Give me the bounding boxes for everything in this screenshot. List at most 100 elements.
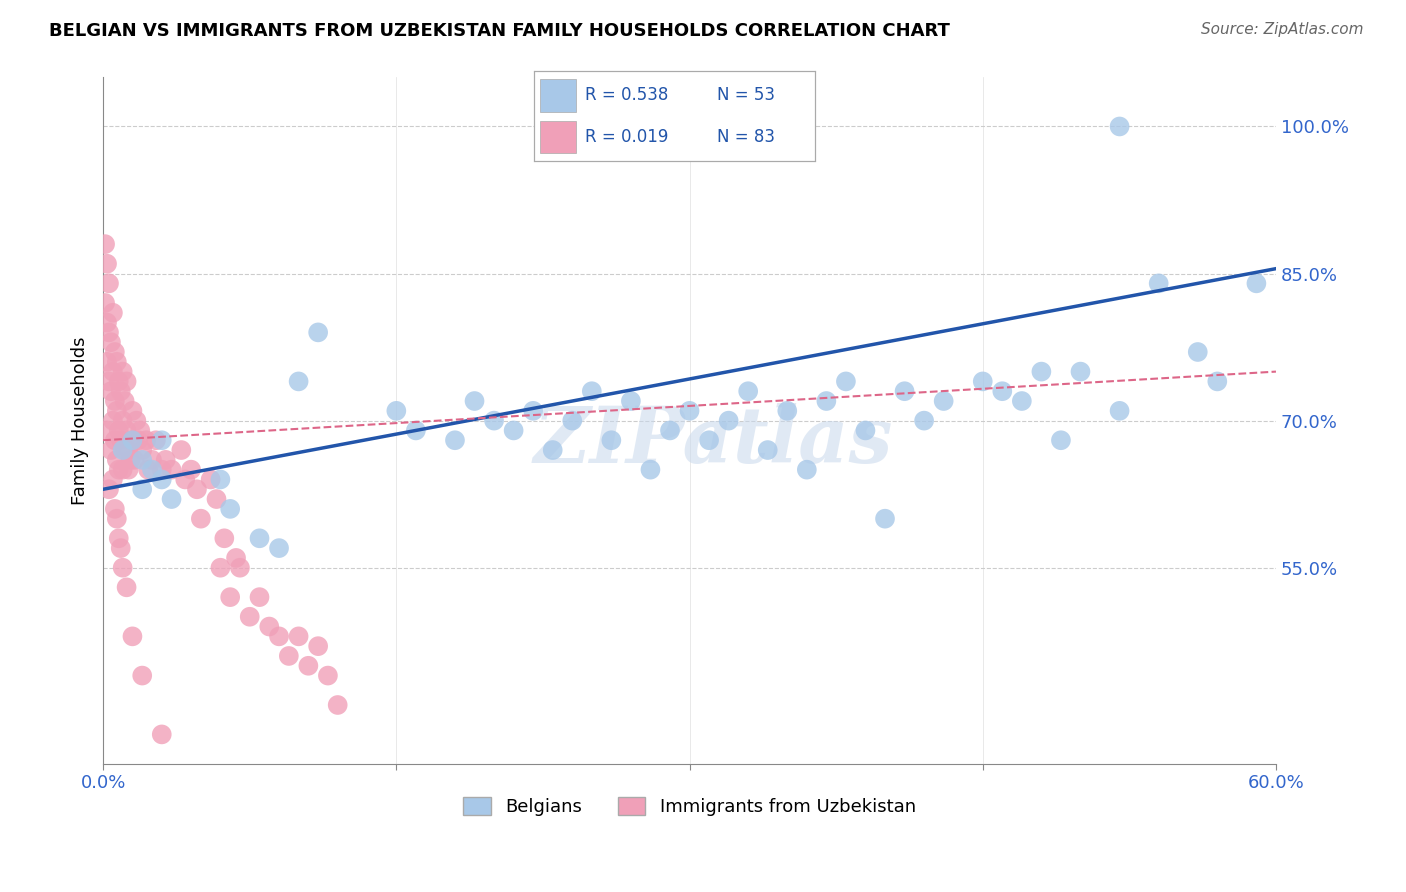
Point [100,384,122,399]
Point [640,463,662,477]
Text: N = 53: N = 53 [717,87,775,104]
Point [214,531,236,545]
Point [141,453,163,467]
Point [972,375,994,389]
Point [104,345,127,359]
Point [101,306,124,320]
Point [94,237,117,252]
Point [205,492,228,507]
Point [111,365,134,379]
Point [249,590,271,604]
Point [776,404,799,418]
Point [104,501,127,516]
Point [1031,365,1053,379]
Point [267,629,290,643]
Point [1108,404,1130,418]
Point [124,453,146,467]
Point [307,639,329,653]
Point [1069,365,1091,379]
Point [104,394,127,409]
Point [121,434,143,448]
Point [239,609,262,624]
Point [117,443,139,458]
Point [174,473,197,487]
Point [105,355,128,369]
Point [160,492,183,507]
Point [287,375,309,389]
Point [101,365,124,379]
Point [1187,345,1209,359]
Point [893,384,915,399]
Point [115,580,138,594]
FancyBboxPatch shape [540,79,576,112]
Point [186,483,208,497]
Point [297,658,319,673]
Point [98,277,121,291]
Point [100,443,122,458]
Point [107,463,129,477]
Point [796,463,818,477]
Point [121,404,143,418]
Point [125,414,148,428]
Point [1108,120,1130,134]
Point [131,668,153,682]
Point [100,335,122,350]
Point [115,375,138,389]
Text: Source: ZipAtlas.com: Source: ZipAtlas.com [1201,22,1364,37]
Point [190,511,212,525]
Point [932,394,955,409]
Point [110,434,132,448]
Point [737,384,759,399]
Point [316,668,339,682]
Point [155,453,177,467]
Point [219,501,242,516]
Point [209,560,232,574]
Point [835,375,858,389]
Point [96,424,118,438]
Point [717,414,740,428]
Point [111,560,134,574]
Point [1246,277,1268,291]
Point [200,473,222,487]
Point [111,463,134,477]
Point [464,394,486,409]
Point [678,404,700,418]
Point [385,404,408,418]
Point [1147,277,1170,291]
Point [114,394,136,409]
Point [129,424,152,438]
Point [522,404,544,418]
Text: R = 0.019: R = 0.019 [585,128,668,146]
Text: BELGIAN VS IMMIGRANTS FROM UZBEKISTAN FAMILY HOUSEHOLDS CORRELATION CHART: BELGIAN VS IMMIGRANTS FROM UZBEKISTAN FA… [49,22,950,40]
Y-axis label: Family Households: Family Households [72,336,89,505]
Point [107,375,129,389]
Point [259,619,281,633]
Point [267,541,290,555]
Point [98,326,121,340]
Point [131,443,153,458]
Point [581,384,603,399]
Point [150,434,173,448]
Point [135,434,157,448]
Point [131,483,153,497]
Point [219,590,242,604]
Point [105,404,128,418]
Point [111,443,134,458]
Point [136,463,159,477]
Point [1050,434,1073,448]
Point [873,511,896,525]
Point [991,384,1014,399]
Point [855,424,877,438]
Point [229,560,252,574]
Point [96,355,118,369]
Point [1206,375,1229,389]
Point [620,394,643,409]
Point [1011,394,1033,409]
Point [659,424,682,438]
Point [96,316,118,330]
Point [114,443,136,458]
Point [107,531,129,545]
Point [120,453,142,467]
Text: ZIPatlas: ZIPatlas [533,403,893,480]
Point [110,541,132,555]
